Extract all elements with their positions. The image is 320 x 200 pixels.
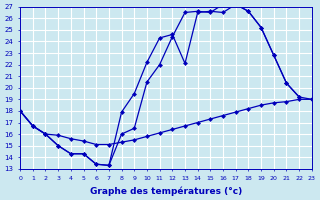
X-axis label: Graphe des températures (°c): Graphe des températures (°c) <box>90 186 242 196</box>
